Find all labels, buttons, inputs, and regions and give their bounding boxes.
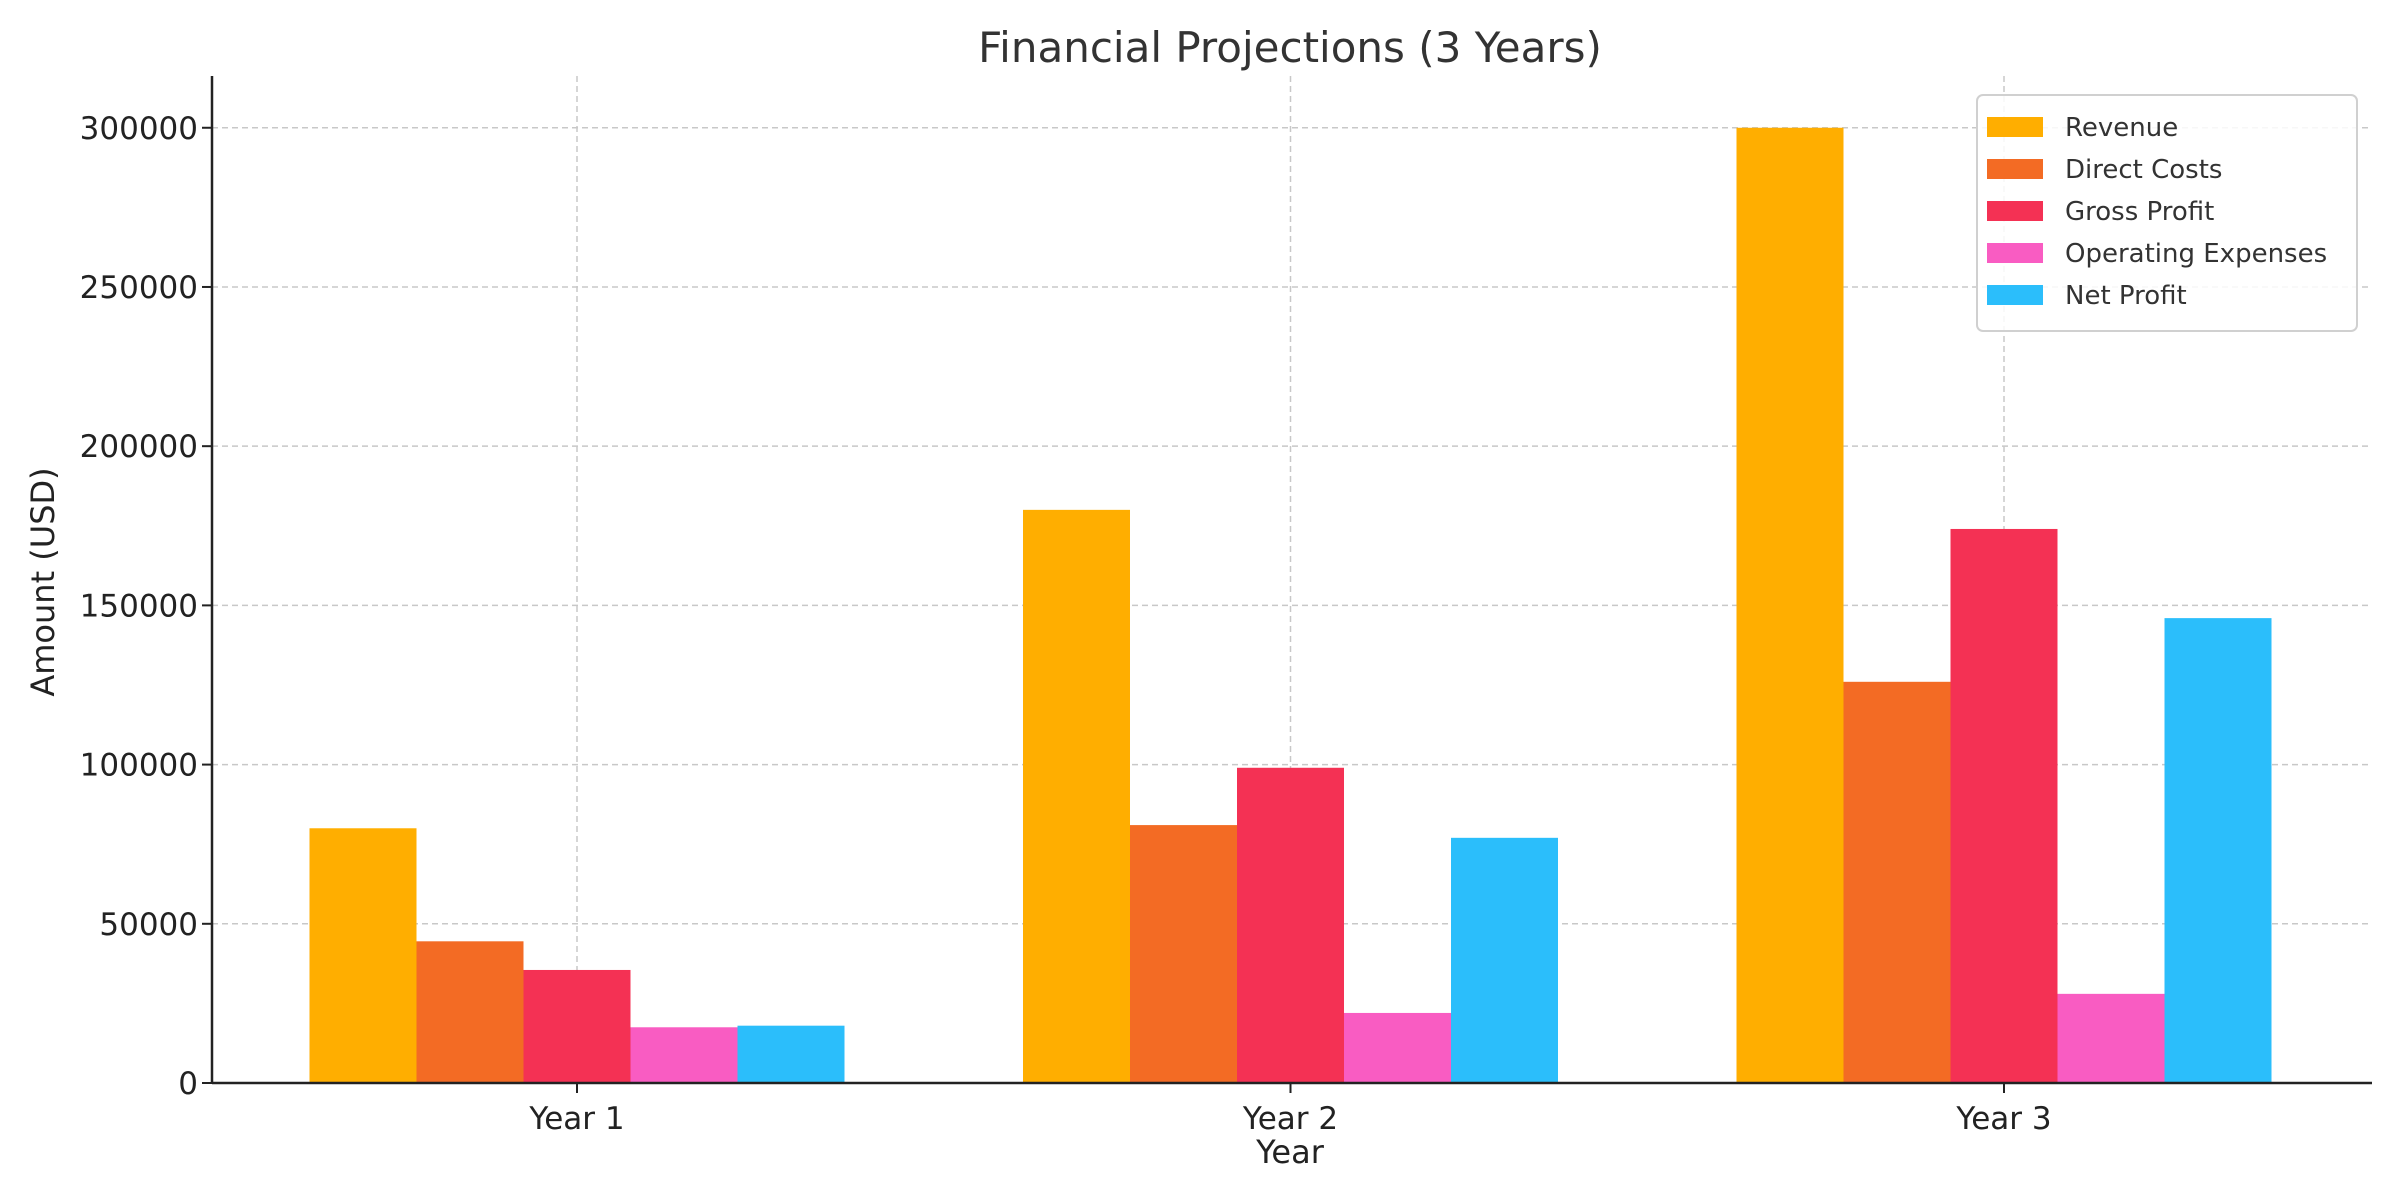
y-axis-label: Amount (USD) — [24, 467, 62, 696]
bars — [309, 127, 2272, 1083]
bar-direct-costs-2 — [1843, 681, 1951, 1083]
bar-gross-profit-0 — [523, 969, 631, 1083]
bar-net-profit-1 — [1451, 837, 1558, 1083]
bar-direct-costs-1 — [1130, 825, 1237, 1083]
x-axis-ticks: Year 1 Year 2 Year 3 — [528, 1083, 2052, 1137]
legend-label-operating-expenses: Operating Expenses — [2065, 239, 2327, 269]
y-tick-label: 200000 — [80, 429, 198, 465]
bar-revenue-2 — [1736, 127, 1844, 1083]
legend-swatch-operating-expenses — [1987, 243, 2043, 263]
y-tick-label: 300000 — [80, 111, 198, 147]
bar-revenue-0 — [309, 828, 417, 1083]
bar-net-profit-0 — [737, 1025, 845, 1083]
y-tick-label: 250000 — [80, 270, 198, 306]
y-tick-label: 50000 — [99, 907, 198, 943]
legend-label-direct-costs: Direct Costs — [2065, 155, 2222, 185]
y-axis-ticks: 0 50000 100000 150000 200000 250000 300000 — [80, 111, 212, 1102]
bar-net-profit-2 — [2164, 618, 2272, 1083]
x-tick-label: Year 2 — [1242, 1101, 1338, 1137]
legend-label-gross-profit: Gross Profit — [2065, 197, 2214, 227]
chart-title: Financial Projections (3 Years) — [978, 23, 1602, 72]
legend-label-revenue: Revenue — [2065, 113, 2178, 143]
legend-swatch-direct-costs — [1987, 159, 2043, 179]
y-tick-label: 0 — [178, 1066, 198, 1102]
grid-lines — [212, 76, 2372, 1083]
bar-gross-profit-1 — [1237, 767, 1344, 1083]
y-tick-label: 100000 — [80, 748, 198, 784]
legend-swatch-gross-profit — [1987, 201, 2043, 221]
bar-operating-expenses-2 — [2057, 993, 2165, 1083]
bar-operating-expenses-1 — [1344, 1012, 1451, 1083]
x-tick-label: Year 1 — [528, 1101, 624, 1137]
legend-label-net-profit: Net Profit — [2065, 281, 2187, 311]
bar-direct-costs-0 — [416, 941, 524, 1083]
bar-gross-profit-2 — [1950, 528, 2058, 1083]
legend-box — [1976, 94, 2358, 332]
legend-swatch-revenue — [1987, 117, 2043, 137]
legend: Revenue Direct Costs Gross Profit Operating… — [1976, 94, 2358, 332]
legend-swatch-net-profit — [1987, 285, 2043, 305]
bar-operating-expenses-0 — [630, 1027, 738, 1083]
x-axis-label: Year — [1255, 1133, 1325, 1171]
bar-revenue-1 — [1023, 509, 1130, 1083]
y-tick-label: 150000 — [80, 588, 198, 624]
x-tick-label: Year 3 — [1955, 1101, 2051, 1137]
